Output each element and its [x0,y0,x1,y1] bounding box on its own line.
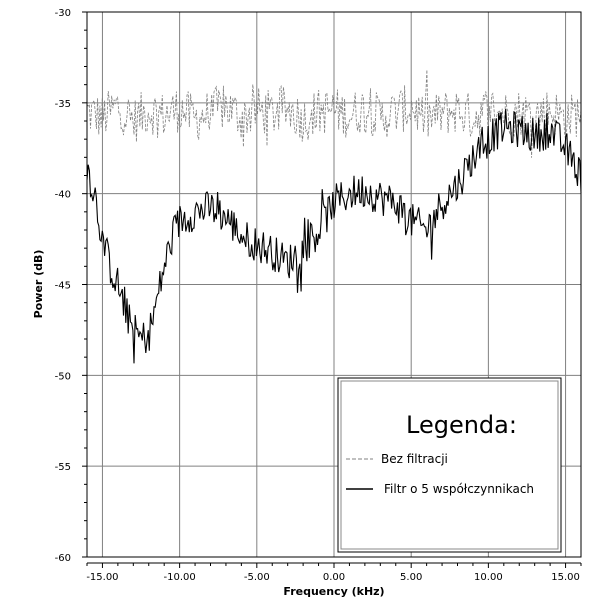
y-tick-label: -60 [55,553,71,564]
y-tick-label: -40 [55,190,71,201]
x-axis-title: Frequency (kHz) [283,585,384,598]
legend-entry-filtr: Filtr o 5 współczynnikach [384,482,534,496]
y-tick-label: -35 [55,99,71,110]
x-tick-label: 10.00 [474,572,503,583]
x-tick-label: -10.00 [164,572,196,583]
y-tick-label: -30 [55,8,71,19]
x-tick-label: 5.00 [400,572,422,583]
x-tick-label: 15.00 [551,572,580,583]
legend-outer-box [337,377,562,553]
y-axis-title: Power (dB) [32,250,45,319]
x-ticks: -15.00 -10.00 -5.00 0.00 5.00 10.00 15.00 [86,563,582,583]
x-tick-label: -5.00 [244,572,270,583]
legend-title: Legenda: [406,411,517,439]
legend: Legenda: Bez filtracji Filtr o 5 współcz… [337,377,562,553]
series-layer [86,69,582,364]
y-tick-label: -45 [55,281,71,292]
legend-entry-bez-filtracji: Bez filtracji [381,452,448,466]
y-tick-label: -55 [55,462,71,473]
y-tick-label: -50 [55,371,71,382]
x-tick-label: 0.00 [323,572,345,583]
legend-inner-box [340,380,559,550]
x-tick-label: -15.00 [86,572,118,583]
y-ticks: -30 -35 -40 -45 -50 -55 -60 [55,8,87,564]
series-line-filtr [86,108,582,364]
series-line-bez-filtracji [86,69,582,158]
